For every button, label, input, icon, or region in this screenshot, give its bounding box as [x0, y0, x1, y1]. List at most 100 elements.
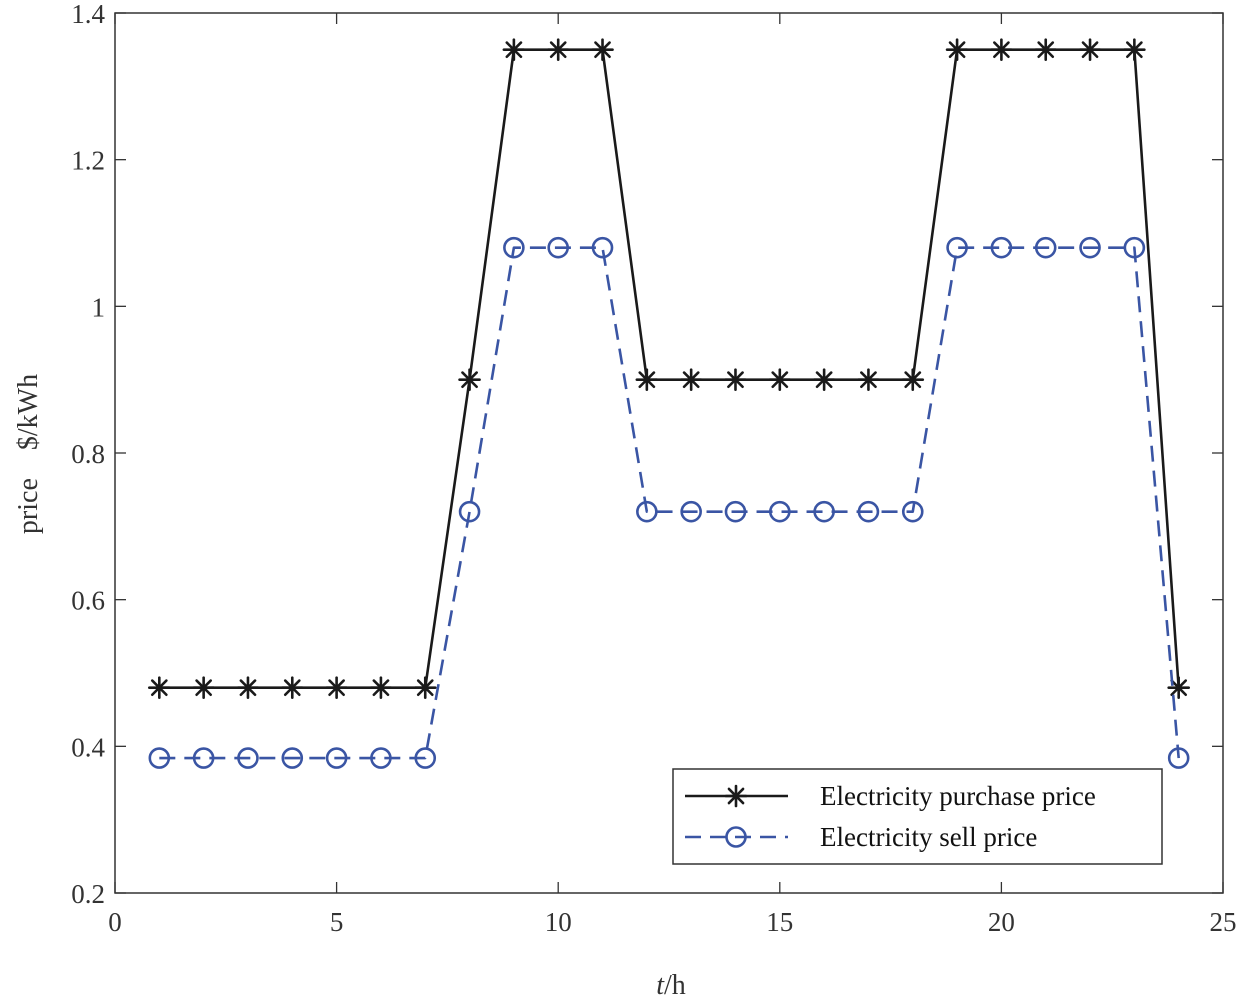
y-tick-label: 1	[92, 292, 106, 322]
marker-asterisk-stroke	[727, 787, 745, 805]
data-point	[458, 500, 481, 523]
data-point	[724, 368, 747, 391]
data-point	[236, 676, 260, 699]
data-point	[148, 676, 171, 699]
x-axis-label-variable: t	[656, 970, 665, 1001]
data-point	[591, 236, 614, 259]
marker-asterisk-stroke	[1037, 41, 1055, 59]
data-point	[636, 500, 658, 523]
data-point	[901, 368, 925, 391]
data-point	[680, 500, 702, 523]
data-point	[414, 747, 437, 769]
data-point	[990, 38, 1013, 61]
marker-asterisk-stroke	[860, 371, 877, 389]
marker-asterisk-stroke	[904, 371, 922, 389]
axis-ticks: 0 5 10 15 20 25 0.2 0.4 0.6 0.8 1 1.2 1.4	[71, 0, 1236, 937]
data-point	[1123, 236, 1146, 259]
plot-area	[114, 12, 1224, 894]
data-point	[1034, 38, 1058, 61]
data-point	[1167, 676, 1190, 699]
data-point	[458, 368, 481, 391]
marker-asterisk-stroke	[372, 679, 390, 697]
y-tick-label: 1.4	[71, 0, 105, 29]
x-axis-label-unit: /h	[664, 970, 686, 1001]
data-point	[148, 747, 171, 769]
series-line	[159, 246, 1180, 760]
data-point	[857, 368, 880, 391]
marker-asterisk-stroke	[727, 371, 744, 389]
data-point	[547, 236, 570, 259]
data-point	[812, 368, 836, 391]
legend-label: Electricity purchase price	[820, 781, 1096, 811]
marker-asterisk-stroke	[549, 41, 567, 59]
y-tick-label: 0.2	[71, 879, 105, 909]
data-point	[1167, 747, 1190, 769]
data-point	[768, 368, 792, 391]
legend-marker	[725, 826, 747, 848]
data-point	[369, 676, 393, 699]
series-sell-price	[148, 236, 1190, 769]
data-point	[1079, 236, 1101, 259]
legend: Electricity purchase price Electricity se…	[672, 768, 1163, 865]
marker-asterisk-stroke	[461, 371, 478, 389]
data-point	[502, 38, 526, 61]
marker-asterisk-stroke	[594, 41, 611, 59]
data-point	[1034, 236, 1057, 259]
marker-asterisk-stroke	[195, 679, 213, 697]
x-tick-label: 10	[545, 907, 572, 937]
x-axis-label: t/h	[656, 970, 686, 1001]
data-point	[503, 236, 525, 259]
marker-asterisk-stroke	[239, 679, 257, 697]
marker-asterisk-stroke	[1125, 41, 1143, 59]
data-point	[946, 236, 968, 259]
data-point	[281, 747, 304, 769]
data-point	[857, 500, 880, 523]
x-tick-label: 15	[766, 907, 793, 937]
data-point	[546, 38, 570, 61]
data-point	[237, 747, 259, 769]
data-point	[1078, 38, 1102, 61]
data-point	[813, 500, 835, 523]
data-point	[325, 676, 348, 699]
marker-asterisk-stroke	[328, 679, 345, 697]
data-point	[413, 676, 437, 699]
y-tick-label: 0.4	[71, 732, 105, 762]
marker-asterisk-stroke	[682, 371, 700, 389]
marker-asterisk-stroke	[283, 679, 301, 697]
marker-asterisk-stroke	[505, 41, 523, 59]
series-purchase-price	[148, 38, 1190, 699]
data-point	[901, 500, 924, 523]
series-layer	[148, 38, 1190, 769]
x-tick-label: 20	[988, 907, 1015, 937]
x-tick-label: 0	[108, 907, 122, 937]
data-point	[325, 747, 348, 769]
data-point	[280, 676, 304, 699]
marker-asterisk-stroke	[815, 371, 833, 389]
y-tick-label: 1.2	[71, 146, 105, 176]
data-point	[370, 747, 392, 769]
data-point	[679, 368, 703, 391]
y-tick-label: 0.6	[71, 586, 105, 616]
data-point	[768, 500, 791, 523]
plot-frame	[114, 12, 1224, 894]
data-point	[192, 747, 215, 769]
marker-asterisk-stroke	[948, 41, 966, 59]
data-point	[192, 676, 215, 699]
marker-asterisk-stroke	[1170, 679, 1188, 697]
data-point	[945, 38, 969, 61]
marker-asterisk-stroke	[993, 41, 1010, 59]
data-point	[1123, 38, 1146, 61]
legend-label: Electricity sell price	[820, 822, 1037, 852]
marker-asterisk-stroke	[1081, 41, 1099, 59]
data-point	[635, 368, 659, 391]
data-point	[591, 38, 614, 61]
marker-asterisk-stroke	[638, 371, 656, 389]
marker-asterisk-stroke	[150, 679, 168, 697]
marker-asterisk-stroke	[416, 679, 434, 697]
series-line	[159, 48, 1180, 689]
data-point	[724, 500, 747, 523]
y-axis-label: price $/kWh	[13, 374, 44, 534]
y-tick-label: 0.8	[71, 439, 105, 469]
legend-marker	[724, 784, 748, 808]
